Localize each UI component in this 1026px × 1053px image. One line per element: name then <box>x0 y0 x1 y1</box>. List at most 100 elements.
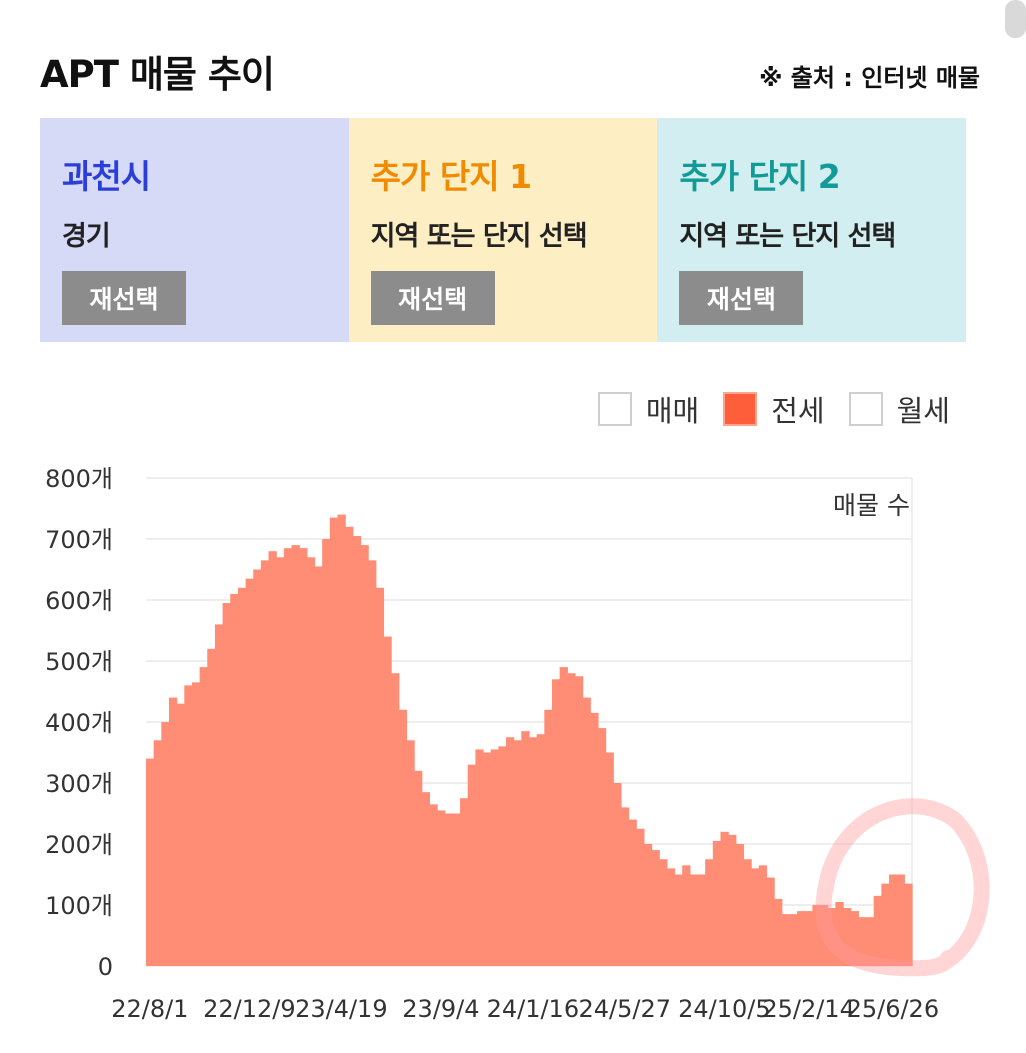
panel-subtitle[interactable]: 경기 <box>62 221 111 252</box>
area-bar <box>283 548 293 966</box>
area-bar <box>544 709 553 966</box>
area-bar <box>452 813 461 966</box>
y-tick-label: 500개 <box>45 648 113 676</box>
area-bar <box>812 905 821 966</box>
panel-extra-complex-2: 추가 단지 2 지역 또는 단지 선택 재선택 <box>657 118 967 342</box>
checkbox[interactable] <box>597 392 632 426</box>
area-bar <box>237 587 247 966</box>
area-bar <box>406 740 415 966</box>
area-bar <box>207 648 216 966</box>
reselect-button[interactable]: 재선택 <box>679 271 804 325</box>
panel-extra-complex-1: 추가 단지 1 지역 또는 단지 선택 재선택 <box>348 118 658 342</box>
area-bar <box>253 569 262 966</box>
area-bar <box>444 813 453 966</box>
area-bar <box>705 859 714 966</box>
area-bar <box>620 807 630 966</box>
area-bar <box>521 731 530 966</box>
area-bar <box>483 752 492 966</box>
checkbox[interactable] <box>848 392 883 426</box>
reselect-button[interactable]: 재선택 <box>62 271 186 325</box>
area-bar <box>628 819 637 966</box>
area-bar <box>314 566 323 966</box>
area-bar <box>896 874 905 966</box>
y-tick-label: 200개 <box>45 831 113 859</box>
area-bar <box>881 883 890 966</box>
area-bar <box>398 709 408 966</box>
area-bar <box>689 874 699 966</box>
area-bar <box>904 883 913 966</box>
legend-item-sale[interactable]: 매매 <box>597 388 699 430</box>
area-bar <box>605 752 614 966</box>
chart-area-series <box>146 514 913 966</box>
area-bar <box>559 667 568 966</box>
area-bar <box>873 895 882 966</box>
area-bar <box>743 859 752 966</box>
area-bar <box>429 804 438 966</box>
area-bar <box>268 551 277 966</box>
legend-label: 전세 <box>771 394 825 428</box>
area-bar <box>850 911 859 966</box>
panel-title: 과천시 <box>62 157 151 196</box>
area-bar <box>835 901 844 966</box>
x-tick-label: 25/2/14 <box>762 995 855 1023</box>
area-bar <box>506 737 515 966</box>
area-bar <box>276 557 285 966</box>
listing-trend-chart: 0 100개 200개 300개 400개 500개 600개 700개 800개 22/8/1… <box>45 465 990 1023</box>
panel-subtitle[interactable]: 지역 또는 단지 선택 <box>679 221 896 252</box>
panel-title: 추가 단지 1 <box>370 157 532 196</box>
legend-item-jeonse[interactable]: 전세 <box>723 388 825 430</box>
area-bar <box>176 703 185 966</box>
area-bar <box>375 587 385 966</box>
area-bar <box>797 911 806 966</box>
checkbox[interactable] <box>723 392 758 426</box>
area-bar <box>460 798 469 966</box>
area-bar <box>360 545 369 966</box>
x-tick-label: 25/6/26 <box>847 995 940 1023</box>
area-bar <box>168 697 178 966</box>
area-bar <box>804 911 814 966</box>
page-title: APT 매물 추이 <box>40 53 275 96</box>
area-bar <box>735 844 745 966</box>
area-bar <box>682 865 691 966</box>
area-bar <box>299 548 308 966</box>
panel-title: 추가 단지 2 <box>679 157 840 196</box>
y-tick-label: 800개 <box>45 465 113 493</box>
area-bar <box>820 905 829 966</box>
circle-annotation <box>815 798 990 977</box>
x-axis-labels: 22/8/1 22/12/9 23/4/19 23/9/4 24/1/16 24/5/27… <box>111 995 939 1023</box>
area-bar <box>230 593 239 966</box>
y-tick-label: 400개 <box>45 709 113 737</box>
area-bar <box>260 560 270 966</box>
legend-label: 월세 <box>896 394 950 428</box>
reselect-button[interactable]: 재선택 <box>370 271 495 325</box>
area-bar <box>590 712 599 966</box>
area-bar <box>751 868 760 966</box>
area-bar <box>391 673 400 966</box>
panel-subtitle[interactable]: 지역 또는 단지 선택 <box>370 221 588 252</box>
comparison-panels: 과천시 경기 재선택 추가 단지 1 지역 또는 단지 선택 재선택 추가 단지… <box>40 118 967 342</box>
area-bar <box>475 749 484 966</box>
area-bar <box>597 728 607 966</box>
area-bar <box>306 557 316 966</box>
area-bar <box>322 539 331 966</box>
area-bar <box>337 514 346 966</box>
x-tick-label: 23/4/19 <box>295 995 388 1023</box>
area-bar <box>529 737 538 966</box>
area-bar <box>184 685 193 966</box>
area-bar <box>774 898 783 966</box>
x-tick-label: 23/9/4 <box>402 995 479 1023</box>
area-bar <box>643 844 653 966</box>
legend-item-monthly[interactable]: 월세 <box>848 388 950 430</box>
series-label: 매물 수 <box>833 491 910 520</box>
scrollbar-thumb[interactable] <box>1005 0 1026 38</box>
chart-legend: 매매 전세 월세 <box>574 388 950 430</box>
area-bar <box>651 850 660 966</box>
area-bar <box>368 560 377 966</box>
area-bar <box>551 679 561 966</box>
area-bar <box>843 908 852 966</box>
area-bar <box>827 908 836 966</box>
y-tick-label: 100개 <box>45 892 113 920</box>
y-tick-label: 600개 <box>45 587 113 615</box>
area-bar <box>613 783 622 966</box>
area-bar <box>414 770 423 966</box>
